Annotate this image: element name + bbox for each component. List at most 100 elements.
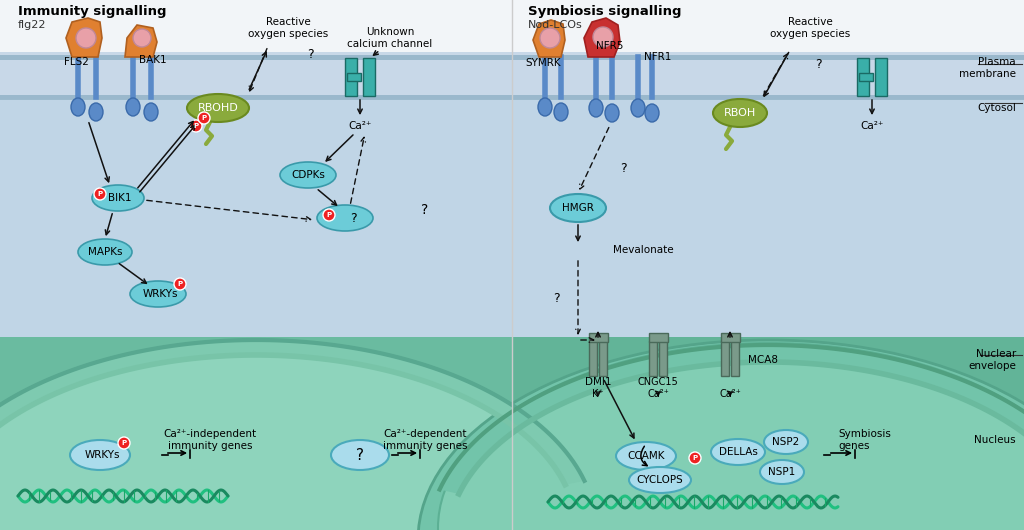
Text: P: P xyxy=(692,455,697,461)
Ellipse shape xyxy=(631,99,645,117)
Ellipse shape xyxy=(126,98,140,116)
Text: P: P xyxy=(327,212,332,218)
Bar xyxy=(512,97,1024,330)
Text: Immunity signalling: Immunity signalling xyxy=(18,5,167,19)
Bar xyxy=(649,341,657,376)
Bar xyxy=(721,333,740,342)
Bar xyxy=(512,97,1024,337)
Text: RBOH: RBOH xyxy=(724,108,756,118)
Bar xyxy=(721,341,729,376)
Text: WRKYs: WRKYs xyxy=(84,450,120,460)
Ellipse shape xyxy=(764,430,808,454)
Ellipse shape xyxy=(280,162,336,188)
Text: Ca²⁺: Ca²⁺ xyxy=(647,389,669,399)
Text: Unknown
calcium channel: Unknown calcium channel xyxy=(347,27,432,49)
Ellipse shape xyxy=(713,99,767,127)
Ellipse shape xyxy=(540,28,560,48)
Polygon shape xyxy=(584,18,620,57)
Text: Symbiosis signalling: Symbiosis signalling xyxy=(528,5,682,19)
Text: NSP1: NSP1 xyxy=(768,467,796,477)
Bar xyxy=(345,58,357,96)
Ellipse shape xyxy=(760,460,804,484)
Text: Plasma
membrane: Plasma membrane xyxy=(959,57,1016,79)
Text: Nuclear
envelope: Nuclear envelope xyxy=(968,349,1016,371)
Text: P: P xyxy=(194,123,199,129)
Polygon shape xyxy=(66,18,102,57)
Ellipse shape xyxy=(711,439,765,465)
Ellipse shape xyxy=(589,99,603,117)
Text: DELLAs: DELLAs xyxy=(719,447,758,457)
Text: Symbiosis
genes: Symbiosis genes xyxy=(838,429,891,451)
Text: K⁺: K⁺ xyxy=(592,389,604,399)
Text: BIK1: BIK1 xyxy=(109,193,132,203)
Bar xyxy=(362,58,375,96)
Text: Ca²⁺: Ca²⁺ xyxy=(860,121,884,131)
Bar xyxy=(0,97,512,337)
Circle shape xyxy=(198,112,210,124)
Ellipse shape xyxy=(616,442,676,470)
Text: Ca²⁺-independent
immunity genes: Ca²⁺-independent immunity genes xyxy=(164,429,257,451)
Bar xyxy=(649,333,668,342)
Ellipse shape xyxy=(0,345,575,530)
Text: SYMRK: SYMRK xyxy=(525,58,560,68)
Bar xyxy=(512,330,1024,530)
Text: P: P xyxy=(202,115,207,121)
Polygon shape xyxy=(534,20,565,57)
Ellipse shape xyxy=(89,103,103,121)
Bar xyxy=(857,58,869,96)
Ellipse shape xyxy=(418,340,1024,530)
Text: ?: ? xyxy=(356,447,364,463)
Ellipse shape xyxy=(133,29,151,47)
Text: ?: ? xyxy=(815,57,821,70)
Bar xyxy=(0,52,1024,102)
Bar xyxy=(659,341,667,376)
Text: ?: ? xyxy=(620,162,627,174)
Ellipse shape xyxy=(130,281,186,307)
Ellipse shape xyxy=(593,27,613,47)
Circle shape xyxy=(190,120,202,132)
Text: CYCLOPS: CYCLOPS xyxy=(637,475,683,485)
Polygon shape xyxy=(125,25,157,57)
Bar xyxy=(0,97,1024,337)
Ellipse shape xyxy=(71,98,85,116)
Bar xyxy=(347,73,361,81)
Text: Ca²⁺-dependent
immunity genes: Ca²⁺-dependent immunity genes xyxy=(383,429,467,451)
Circle shape xyxy=(94,188,106,200)
Text: MCA8: MCA8 xyxy=(748,355,778,365)
Ellipse shape xyxy=(550,194,606,222)
Text: Cytosol: Cytosol xyxy=(977,103,1016,113)
Ellipse shape xyxy=(554,103,568,121)
Text: ?: ? xyxy=(306,49,313,61)
Text: FLS2: FLS2 xyxy=(63,57,89,67)
Ellipse shape xyxy=(78,239,132,265)
Circle shape xyxy=(118,437,130,449)
Text: flg22: flg22 xyxy=(18,20,46,30)
Bar xyxy=(859,73,873,81)
Bar xyxy=(0,97,512,330)
Text: CNGC15: CNGC15 xyxy=(638,377,678,387)
Text: NFR5: NFR5 xyxy=(596,41,624,51)
Circle shape xyxy=(174,278,186,290)
Text: Nod-LCOs: Nod-LCOs xyxy=(528,20,583,30)
Ellipse shape xyxy=(92,185,144,211)
Ellipse shape xyxy=(187,94,249,122)
Text: Ca²⁺: Ca²⁺ xyxy=(348,121,372,131)
Bar xyxy=(599,341,607,376)
Bar xyxy=(874,58,887,96)
Bar xyxy=(589,341,597,376)
Text: MAPKs: MAPKs xyxy=(88,247,122,257)
Text: Nucleus: Nucleus xyxy=(975,435,1016,445)
Text: P: P xyxy=(122,440,127,446)
Circle shape xyxy=(689,452,701,464)
Text: Mevalonate: Mevalonate xyxy=(613,245,674,255)
Bar xyxy=(731,341,739,376)
Text: DMI1: DMI1 xyxy=(585,377,611,387)
Ellipse shape xyxy=(317,205,373,231)
Ellipse shape xyxy=(144,103,158,121)
Bar xyxy=(0,330,512,530)
Text: ?: ? xyxy=(553,292,559,305)
Bar xyxy=(589,333,608,342)
Text: P: P xyxy=(177,281,182,287)
Text: NFR1: NFR1 xyxy=(644,52,672,62)
Text: RBOHD: RBOHD xyxy=(198,103,239,113)
